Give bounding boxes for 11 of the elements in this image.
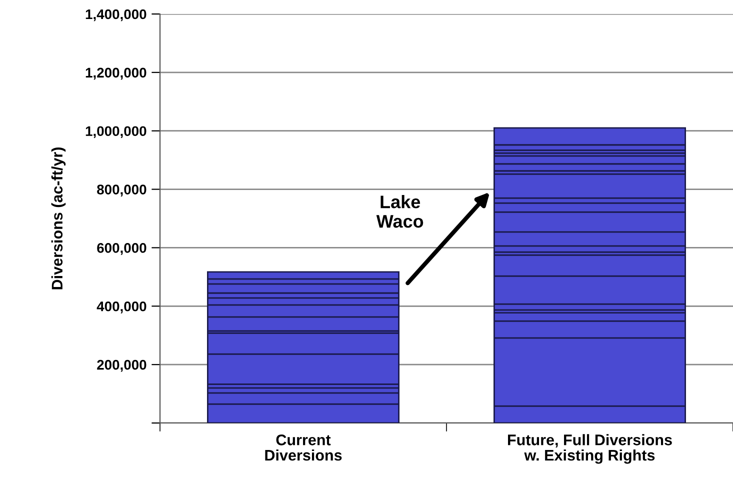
- y-tick-label: 1,200,000: [86, 68, 146, 80]
- y-axis-title: Diversions (ac-ft/yr): [51, 148, 66, 290]
- x-tick-label: Future, Full Diversions w. Existing Rights: [508, 434, 672, 464]
- annotation: Lake Waco: [376, 195, 424, 228]
- y-tick-label: 1,000,000: [86, 126, 146, 138]
- y-tick-label: 800,000: [97, 184, 146, 196]
- y-tick-label: 200,000: [97, 360, 146, 372]
- y-tick-label: 600,000: [97, 243, 146, 255]
- y-tick-label: 400,000: [96, 301, 146, 314]
- y-tick-label: 1,400,000: [86, 9, 146, 22]
- x-tick-label: Current Diversions: [265, 434, 342, 461]
